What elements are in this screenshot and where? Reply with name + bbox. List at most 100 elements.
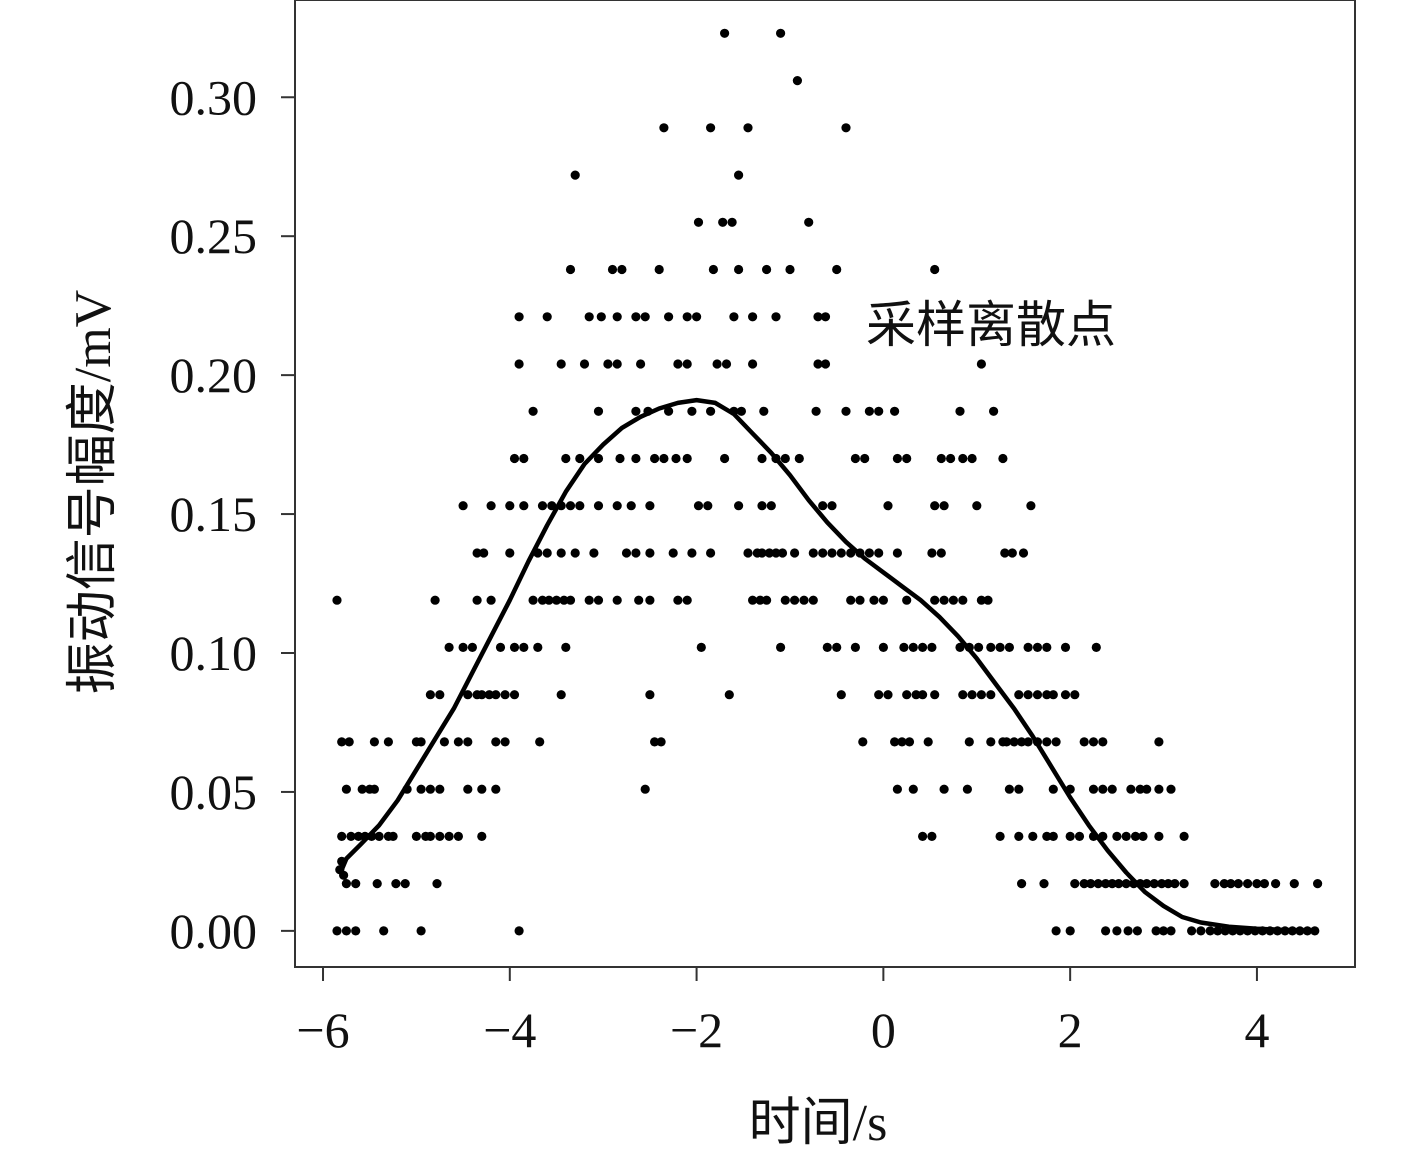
data-point [860,453,870,464]
data-point [995,642,1005,653]
data-point [671,453,681,464]
data-point [664,312,674,322]
x-tick-label: 2 [1058,1002,1083,1058]
data-point [379,926,389,936]
data-point [790,548,800,558]
data-point [958,453,968,464]
data-point [556,690,566,700]
data-point [383,737,393,747]
data-point [1158,926,1169,936]
data-point [1014,690,1024,700]
data-point [1051,926,1061,936]
data-point [939,595,949,605]
data-point [1123,926,1133,936]
data-point [687,548,697,558]
data-point [463,737,473,747]
data-point [1026,501,1036,511]
data-point [509,642,520,653]
data-point [936,548,946,558]
data-point [430,595,440,605]
data-point [930,595,940,605]
data-point [708,264,719,275]
data-point [1219,879,1229,889]
data-point [1018,548,1029,558]
data-point [631,548,641,558]
y-axis-title: 振动信号幅度/mV [65,290,122,694]
data-point [1002,737,1012,747]
y-tick-label: 0.30 [170,69,258,125]
fitted-curve [339,397,1316,933]
y-tick-label: 0.25 [170,208,258,264]
data-point [570,170,580,180]
data-point [634,595,644,605]
data-point [1000,548,1010,558]
data-point [612,501,622,511]
data-point [388,831,398,842]
sample-points [332,28,1323,936]
data-point [612,359,622,369]
data-point [472,548,482,558]
data-point [411,831,421,842]
y-tick-label: 0.00 [170,903,258,959]
data-point [400,879,410,889]
x-tick-label: 0 [871,1002,896,1058]
data-point [1074,831,1085,842]
data-point [841,406,851,416]
data-point [1093,879,1103,889]
data-point [757,501,767,511]
data-point [720,28,730,38]
data-point [706,123,716,133]
data-point [484,690,494,700]
data-point [687,406,697,416]
data-point [1060,642,1071,653]
data-point [693,501,704,511]
data-point [892,548,903,558]
data-point [533,642,543,653]
data-point [559,595,569,605]
data-point [500,690,510,700]
data-point [892,784,903,794]
data-point [967,690,977,700]
data-point [640,784,650,794]
data-point [435,784,445,794]
data-point [1166,926,1176,936]
data-point [1070,879,1080,889]
data-point [799,595,809,605]
x-axis: −6 −4 −2 0 2 4 [296,967,1269,1058]
data-point [467,642,477,653]
data-point [1048,784,1058,794]
data-point [927,831,937,842]
data-point [391,879,401,889]
data-point [902,453,912,464]
data-point [1017,737,1027,747]
data-point [706,548,716,558]
data-point [1154,737,1164,747]
data-point [818,548,828,558]
data-point [757,548,767,558]
data-point [477,784,487,794]
data-point [432,879,442,889]
y-tick-label: 0.10 [170,625,258,681]
data-point [673,595,683,605]
data-point [631,453,641,464]
data-point [878,595,889,605]
data-point [721,359,732,369]
data-point [337,831,347,842]
data-point [808,548,818,558]
data-point [435,690,445,700]
data-point [491,737,501,747]
data-point [500,737,510,747]
data-point [1142,879,1152,889]
data-point [811,406,821,416]
data-point [946,453,956,464]
data-point [771,548,781,558]
data-point [1313,879,1323,889]
data-point [1112,831,1122,842]
data-point [1121,831,1131,842]
data-point [556,359,566,369]
data-point [425,784,435,794]
data-point [341,926,351,936]
data-point [1213,926,1223,936]
data-point [505,501,515,511]
